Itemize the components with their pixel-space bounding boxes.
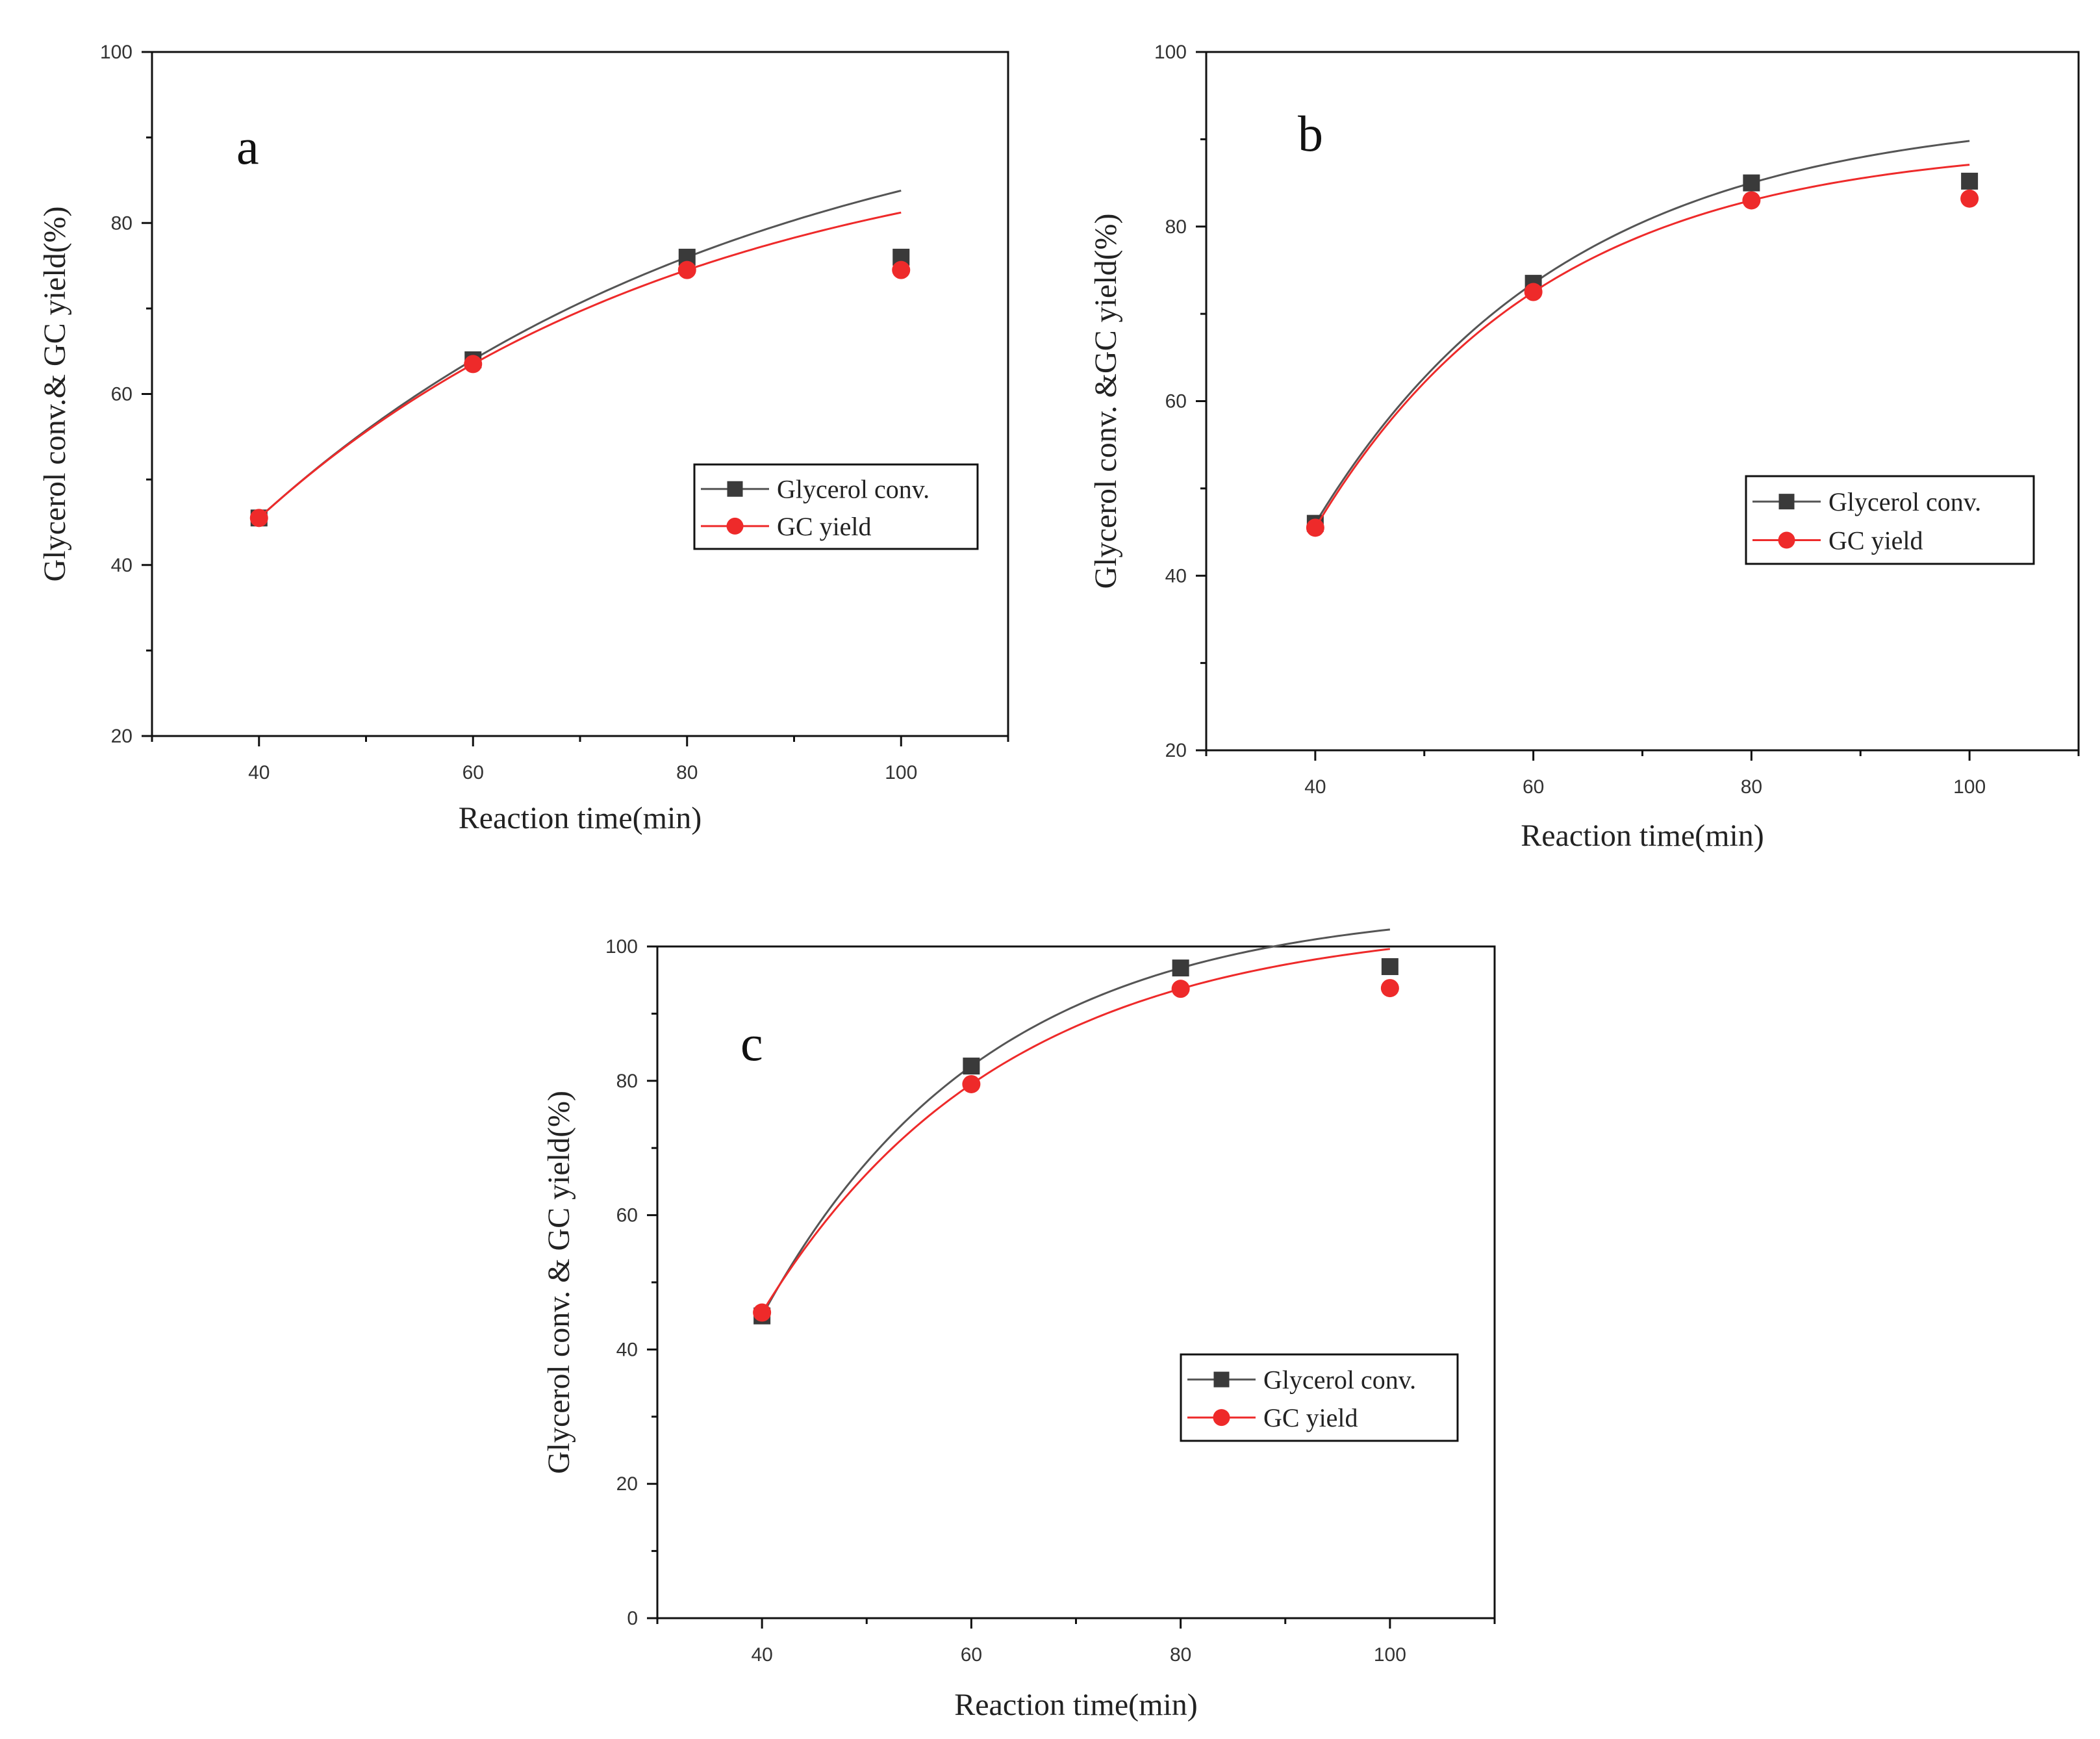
legend-label-c: GC yield (1263, 1403, 1358, 1432)
y-tick-label-b: 20 (1165, 740, 1187, 761)
panel-letter-a: a (236, 118, 259, 175)
data-point-c-gc-yield (1171, 980, 1190, 998)
chart-panel-a: 20 40 60 80 100 40 60 80 100 Reaction time(min) Gl… (38, 42, 1009, 835)
x-tick-label-a: 40 (248, 762, 270, 783)
data-point-a-gc-yield (892, 260, 911, 279)
legend-box-b (1745, 475, 2035, 565)
x-tick-label-c: 100 (1374, 1644, 1406, 1666)
legend-circle-marker-b (1778, 531, 1795, 549)
legend-square-marker-a (727, 481, 743, 497)
plot-frame-b (1205, 51, 2080, 752)
x-tick-label-b: 100 (1953, 776, 1986, 798)
x-tick-label-b: 80 (1741, 776, 1762, 798)
legend-a: Glycerol conv. GC yield (693, 463, 979, 550)
legend-box-c (1180, 1353, 1459, 1442)
y-tick-label-a: 100 (100, 42, 133, 63)
data-point-b-gc-yield (1742, 191, 1761, 210)
x-tick-label-b: 40 (1304, 776, 1326, 798)
y-tick-label-c: 0 (627, 1608, 638, 1629)
x-axis-title-b: Reaction time(min) (1521, 819, 1764, 853)
y-axis-title-a: Glycerol conv.& GC yield(%) (38, 206, 72, 581)
y-tick-label-b: 60 (1165, 391, 1187, 413)
legend-circle-marker-c (1213, 1409, 1230, 1427)
y-tick-label-c: 40 (616, 1339, 638, 1360)
data-point-c-glycerol-conv (1172, 959, 1189, 977)
y-axis-title-b: Glycerol conv. &GC yield(%) (1089, 213, 1123, 589)
legend-label-a: GC yield (777, 512, 872, 541)
legend-box-a (693, 463, 979, 550)
fit-curve-a-gc-yield (258, 211, 902, 519)
legend-circle-marker-a (726, 517, 744, 535)
fit-curve-b-glycerol-conv (1314, 140, 1970, 524)
y-tick-label-c: 60 (616, 1205, 638, 1226)
data-point-c-gc-yield (1380, 979, 1399, 998)
data-point-c-gc-yield (753, 1303, 772, 1322)
y-tick-label-c: 80 (616, 1071, 638, 1092)
data-point-b-glycerol-conv (1743, 174, 1760, 192)
legend-b: Glycerol conv. GC yield (1745, 475, 2035, 565)
x-axis-title-a: Reaction time(min) (459, 801, 702, 835)
chart-panel-c: 0 20 40 60 80 100 40 60 80 100 Reaction time(min) G… (542, 928, 1496, 1722)
panel-letter-c: c (740, 1015, 763, 1071)
panel-letter-b: b (1298, 105, 1323, 162)
y-tick-label-a: 40 (111, 555, 133, 576)
y-tick-label-c: 100 (605, 936, 638, 958)
fit-curve-c-glycerol-conv (761, 928, 1391, 1317)
y-tick-label-b: 80 (1165, 216, 1187, 238)
plot-frame-c (656, 945, 1496, 1619)
data-point-c-gc-yield (962, 1074, 981, 1093)
x-tick-label-c: 80 (1170, 1644, 1191, 1666)
x-axis-title-c: Reaction time(min) (954, 1688, 1198, 1722)
fit-curve-c-gc-yield (761, 948, 1391, 1314)
y-tick-label-a: 80 (111, 212, 133, 234)
legend-label-c: Glycerol conv. (1263, 1365, 1416, 1395)
legend-c: Glycerol conv. GC yield (1180, 1353, 1459, 1442)
data-point-c-glycerol-conv (1381, 958, 1398, 976)
legend-label-a: Glycerol conv. (777, 475, 930, 504)
y-tick-label-c: 20 (616, 1473, 638, 1495)
y-tick-label-b: 40 (1165, 565, 1187, 587)
data-point-c-glycerol-conv (963, 1058, 980, 1075)
data-point-b-gc-yield (1306, 518, 1324, 537)
y-tick-label-a: 20 (111, 726, 133, 747)
data-point-b-gc-yield (1524, 283, 1543, 301)
legend-square-marker-c (1213, 1371, 1230, 1388)
fit-curve-b-gc-yield (1314, 164, 1970, 529)
legend-label-b: GC yield (1828, 526, 1923, 555)
plot-frame-a (151, 51, 1009, 737)
chart-panel-b: 20 40 60 80 100 40 60 80 100 Reaction time(min) Gl… (1089, 42, 2080, 853)
x-tick-label-b: 60 (1523, 776, 1544, 798)
y-tick-label-a: 60 (111, 384, 133, 405)
data-point-b-glycerol-conv (1961, 172, 1979, 190)
x-tick-label-a: 60 (462, 762, 484, 783)
data-point-a-gc-yield (677, 260, 696, 279)
x-tick-label-a: 100 (885, 762, 917, 783)
legend-square-marker-b (1778, 494, 1795, 510)
fit-curve-a-glycerol-conv (258, 189, 902, 519)
x-tick-label-c: 40 (751, 1644, 772, 1666)
data-point-a-gc-yield (249, 509, 268, 527)
x-tick-label-a: 80 (676, 762, 698, 783)
x-tick-label-c: 60 (961, 1644, 982, 1666)
y-tick-label-b: 100 (1154, 42, 1187, 63)
data-point-a-gc-yield (464, 355, 483, 374)
legend-label-b: Glycerol conv. (1828, 487, 1981, 516)
data-point-b-gc-yield (1960, 189, 1979, 208)
y-axis-title-c: Glycerol conv. & GC yield(%) (542, 1091, 576, 1474)
